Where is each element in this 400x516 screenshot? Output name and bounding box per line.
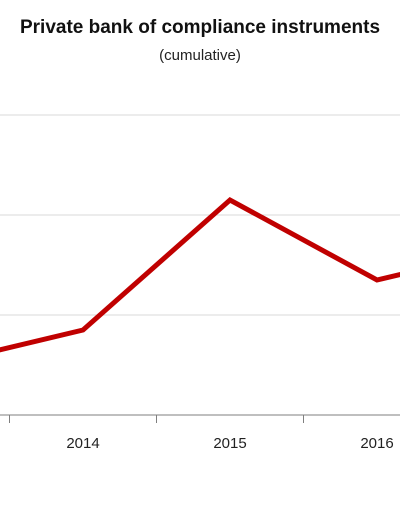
x-axis bbox=[0, 414, 400, 423]
chart-subtitle: (cumulative) bbox=[159, 47, 241, 64]
series-layer bbox=[0, 196, 400, 353]
x-tick-label: 2014 bbox=[66, 435, 99, 452]
series-line bbox=[0, 196, 400, 353]
x-tick-label: 2015 bbox=[213, 435, 246, 452]
gridlines bbox=[0, 114, 400, 316]
chart-title: Private bank of compliance instruments bbox=[20, 17, 380, 38]
x-tick-label: 2016 bbox=[360, 435, 393, 452]
x-tick-labels: 2014 2015 2016 bbox=[66, 435, 393, 452]
